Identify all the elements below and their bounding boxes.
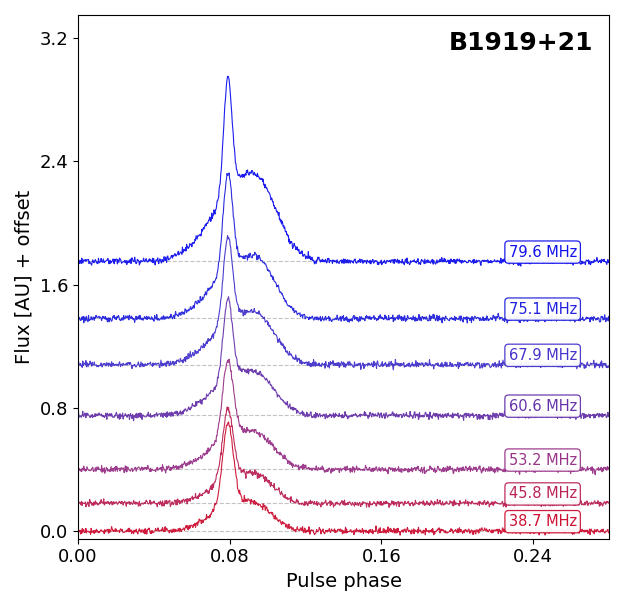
Text: 79.6 MHz: 79.6 MHz [509,245,577,259]
X-axis label: Pulse phase: Pulse phase [286,572,401,591]
Text: B1919+21: B1919+21 [449,31,593,55]
Text: 53.2 MHz: 53.2 MHz [509,453,577,468]
Text: 67.9 MHz: 67.9 MHz [509,348,577,363]
Text: 45.8 MHz: 45.8 MHz [509,487,577,501]
Text: 38.7 MHz: 38.7 MHz [509,514,577,529]
Y-axis label: Flux [AU] + offset: Flux [AU] + offset [15,190,34,364]
Text: 75.1 MHz: 75.1 MHz [509,302,577,316]
Text: 60.6 MHz: 60.6 MHz [509,399,577,414]
